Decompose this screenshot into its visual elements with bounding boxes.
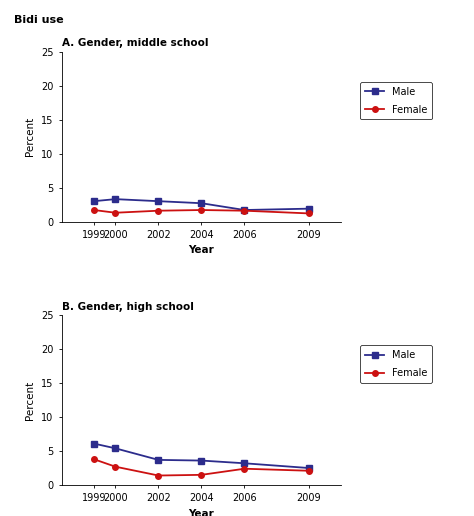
X-axis label: Year: Year [189,246,214,255]
Male [242,460,247,466]
Y-axis label: Percent: Percent [25,117,35,156]
Male [91,198,97,204]
Male [199,200,204,206]
Y-axis label: Percent: Percent [25,380,35,420]
Text: Bidi use: Bidi use [14,15,64,25]
Female [199,472,204,478]
Male [242,207,247,213]
Female [199,207,204,213]
Male [155,198,161,204]
Legend: Male, Female: Male, Female [360,345,432,383]
Male [112,445,118,452]
Male [112,196,118,202]
Line: Male: Male [91,197,312,213]
Line: Male: Male [91,441,312,471]
Text: B. Gender, high school: B. Gender, high school [62,301,193,312]
Male [199,458,204,464]
Male [155,457,161,463]
Male [306,465,312,471]
Female [112,463,118,470]
Male [91,441,97,447]
Line: Female: Female [91,207,312,216]
Female [242,465,247,472]
Female [242,207,247,214]
Female [91,207,97,213]
Female [112,209,118,216]
Legend: Male, Female: Male, Female [360,82,432,120]
Female [155,473,161,479]
Male [306,205,312,212]
Female [306,467,312,474]
Female [91,456,97,462]
Text: A. Gender, middle school: A. Gender, middle school [62,38,208,48]
Line: Female: Female [91,457,312,478]
X-axis label: Year: Year [189,509,214,516]
Female [306,211,312,217]
Female [155,207,161,214]
